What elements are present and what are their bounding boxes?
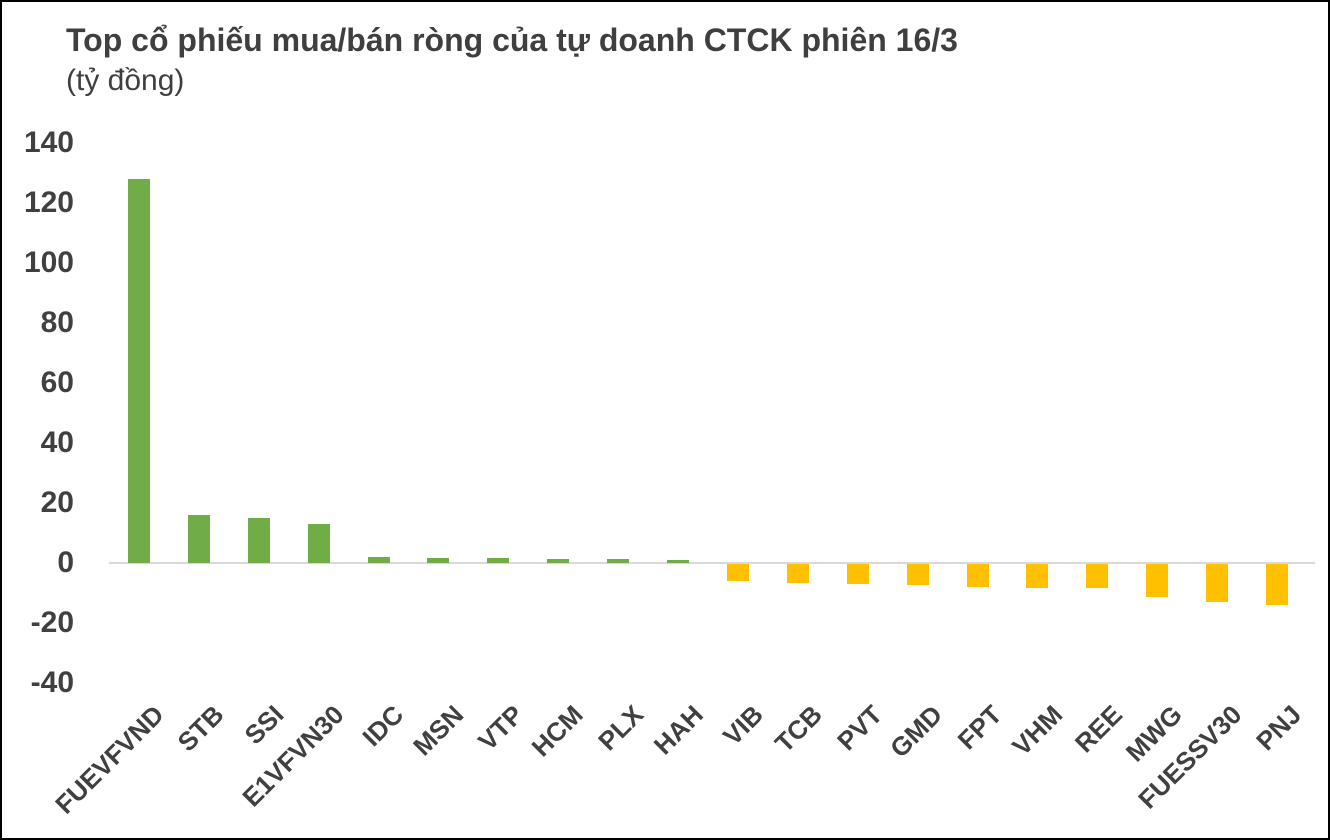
x-axis-label-vib: VIB [716,699,769,752]
bar-gmd [906,564,929,586]
x-axis-label-gmd: GMD [884,699,949,764]
x-axis-label-ssi: SSI [238,699,290,751]
x-axis-label-ree: REE [1068,699,1128,759]
bar-fpt [966,564,989,587]
bar-vhm [1026,564,1049,588]
y-tick-label: 60 [40,366,74,399]
y-tick-label: -20 [30,606,74,639]
y-tick-label: 100 [23,246,74,279]
bar-ssi [247,518,270,563]
bar-vtp [487,558,510,563]
x-axis-label-vtp: VTP [471,699,529,757]
x-axis-label-stb: STB [171,699,230,758]
bar-tcb [786,564,809,583]
bar-fuessv30 [1206,564,1229,603]
x-axis-label-vhm: VHM [1005,699,1068,762]
x-axis-label-msn: MSN [406,699,469,762]
bar-ree [1086,564,1109,589]
bar-e1vfvn30 [307,524,330,563]
bar-hcm [547,559,570,563]
x-axis-label-fpt: FPT [952,699,1009,756]
y-tick-label: 40 [40,426,74,459]
y-tick-label: 80 [40,306,74,339]
x-axis-label-fuevfvnd: FUEVFVND [49,699,170,820]
x-axis-label-idc: IDC [356,699,410,753]
y-tick-label: 120 [23,186,74,219]
y-tick-label: 140 [23,126,74,159]
bar-fuevfvnd [127,179,150,563]
bar-vib [726,564,749,582]
bar-mwg [1146,564,1169,597]
x-axis-label-tcb: TCB [769,699,829,759]
bar-plx [607,559,630,563]
y-tick-label: 20 [40,486,74,519]
y-tick-label: -40 [30,666,74,699]
x-axis-label-hah: HAH [647,699,709,761]
bar-pnj [1266,564,1289,606]
bar-msn [427,557,450,563]
bar-pvt [846,564,869,585]
bar-hah [667,560,690,563]
x-axis-label-pnj: PNJ [1250,699,1308,757]
x-axis-zero-line [109,562,1315,564]
y-tick-label: 0 [57,546,74,579]
bar-idc [367,557,390,563]
x-axis-label-pvt: PVT [831,699,889,757]
chart-title: Top cổ phiếu mua/bán ròng của tự doanh C… [66,22,958,58]
bar-stb [187,515,210,563]
x-axis-label-hcm: HCM [525,699,589,763]
chart-unit-label: (tỷ đồng) [66,64,185,97]
x-axis-label-plx: PLX [591,699,649,757]
